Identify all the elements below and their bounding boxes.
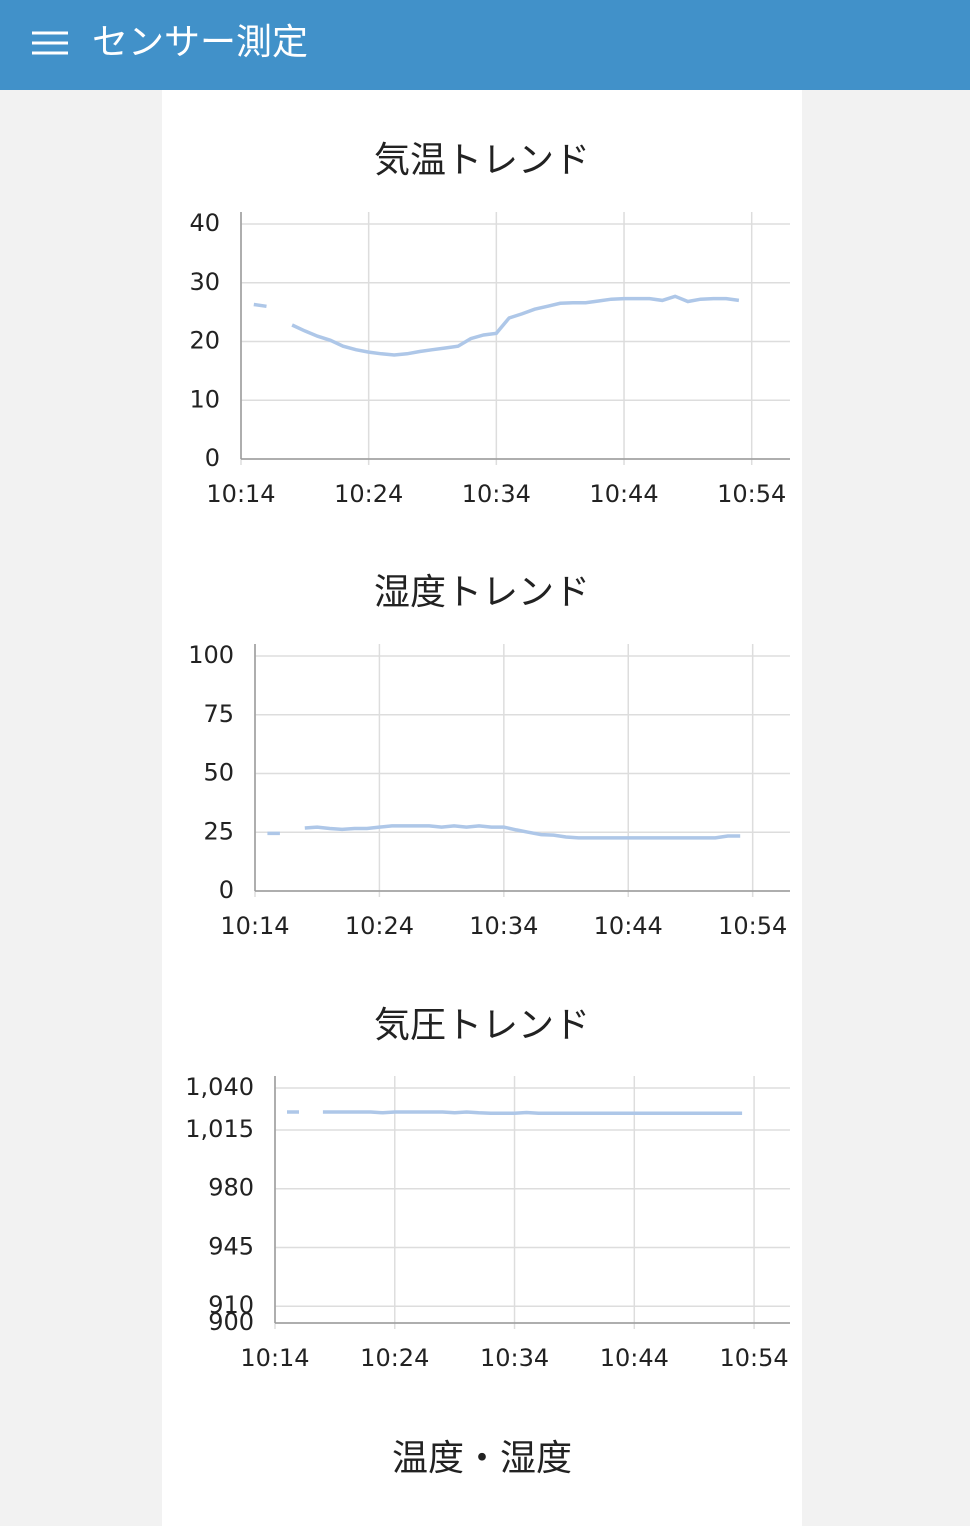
x-tick-label: 10:24 <box>334 480 403 508</box>
y-tick-label: 945 <box>208 1232 254 1260</box>
y-tick-label: 20 <box>189 327 220 355</box>
y-tick-label: 100 <box>188 641 234 669</box>
chart-title: 気温トレンド <box>374 140 590 181</box>
section-title: 温度・湿度 <box>392 1438 572 1479</box>
data-line <box>287 1110 743 1116</box>
page-title: センサー測定 <box>92 22 308 63</box>
card <box>162 90 802 1526</box>
y-tick-label: 30 <box>189 268 220 296</box>
x-tick-label: 10:34 <box>480 1344 549 1372</box>
chart-title: 湿度トレンド <box>374 572 590 613</box>
data-line <box>253 294 740 357</box>
x-tick-label: 10:44 <box>600 1344 669 1372</box>
x-tick-label: 10:44 <box>594 912 663 940</box>
x-tick-label: 10:24 <box>360 1344 429 1372</box>
x-tick-label: 10:14 <box>240 1344 309 1372</box>
toolbar <box>0 0 970 90</box>
x-tick-label: 10:34 <box>462 480 531 508</box>
y-tick-label: 0 <box>205 444 220 472</box>
y-tick-label: 75 <box>203 700 234 728</box>
y-tick-label: 40 <box>189 209 220 237</box>
x-tick-label: 10:14 <box>206 480 275 508</box>
x-tick-label: 10:24 <box>345 912 414 940</box>
menu-button[interactable] <box>32 31 68 55</box>
y-tick-label: 50 <box>203 759 234 787</box>
x-tick-label: 10:34 <box>469 912 538 940</box>
y-tick-label: 10 <box>189 385 220 413</box>
y-tick-label: 1,040 <box>185 1073 254 1101</box>
y-tick-label: 900 <box>208 1308 254 1336</box>
y-tick-label: 1,015 <box>185 1115 254 1143</box>
x-tick-label: 10:54 <box>717 480 786 508</box>
y-tick-label: 910 <box>208 1291 254 1319</box>
x-tick-label: 10:14 <box>220 912 289 940</box>
y-tick-label: 25 <box>203 817 234 845</box>
data-line <box>267 824 741 840</box>
x-tick-label: 10:54 <box>718 912 787 940</box>
y-tick-label: 0 <box>219 876 234 904</box>
x-tick-label: 10:44 <box>589 480 658 508</box>
chart-title: 気圧トレンド <box>374 1005 590 1046</box>
x-tick-label: 10:54 <box>719 1344 788 1372</box>
y-tick-label: 980 <box>208 1174 254 1202</box>
